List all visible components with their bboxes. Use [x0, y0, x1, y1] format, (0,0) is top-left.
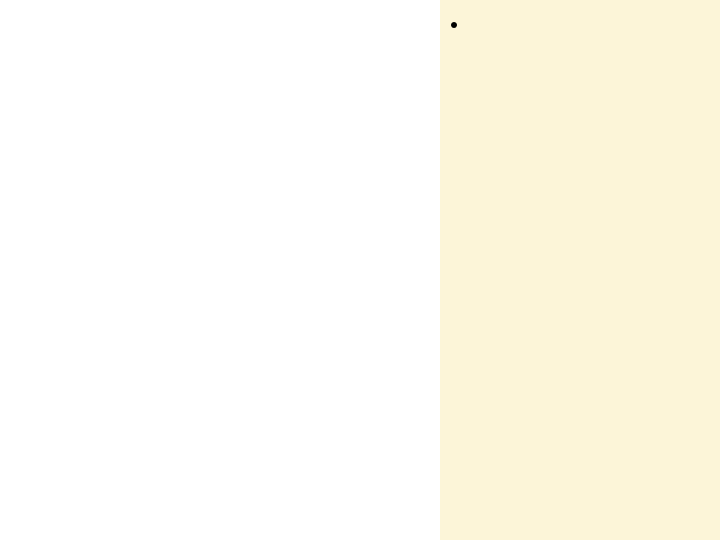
- medical-figure: [0, 0, 440, 540]
- bullet-panel: [445, 10, 705, 39]
- bullet-item: [469, 10, 705, 39]
